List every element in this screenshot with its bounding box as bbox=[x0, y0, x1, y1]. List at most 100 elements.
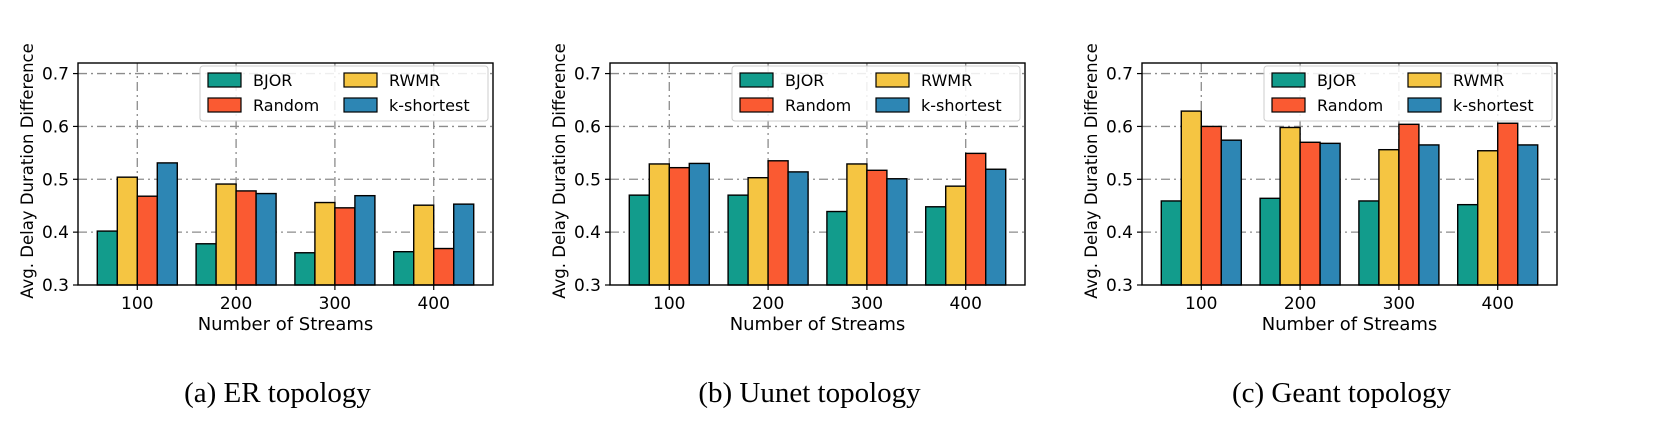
bar-chart-geant: 0.3 0.4 0.5 0.6 0.7 100 200 300 400 Number of Str… bbox=[1082, 43, 1558, 335]
y-tick-label: 0.7 bbox=[574, 65, 601, 85]
bar-random-200 bbox=[1299, 141, 1321, 286]
x-axis-label: Number of Streams bbox=[730, 314, 906, 335]
legend-label-k-shortest: k-shortest bbox=[921, 96, 1002, 115]
bar-random-200 bbox=[235, 190, 257, 286]
bar-random-300 bbox=[1398, 123, 1420, 286]
legend-swatch-random bbox=[739, 97, 774, 113]
bar-rwmr-100 bbox=[648, 163, 670, 286]
bar-bjor-400 bbox=[393, 250, 415, 286]
bar-k-shortest-300 bbox=[354, 194, 376, 286]
legend-label-bjor: BJOR bbox=[1317, 71, 1356, 90]
y-tick-label: 0.4 bbox=[1106, 223, 1133, 243]
y-tick-label: 0.4 bbox=[42, 223, 69, 243]
bar-random-200 bbox=[767, 160, 789, 286]
chart-panel-er: 0.3 0.4 0.5 0.6 0.7 100 200 300 400 Number of Str… bbox=[0, 0, 555, 427]
legend-label-k-shortest: k-shortest bbox=[1453, 96, 1534, 115]
bar-rwmr-400 bbox=[945, 185, 967, 286]
bar-random-400 bbox=[965, 152, 987, 286]
x-tick-label: 300 bbox=[851, 294, 883, 314]
x-axis-label: Number of Streams bbox=[198, 314, 374, 335]
bar-chart-er: 0.3 0.4 0.5 0.6 0.7 100 200 300 400 Number of Str… bbox=[18, 43, 494, 335]
bar-bjor-200 bbox=[727, 194, 749, 286]
y-tick-label: 0.7 bbox=[42, 65, 69, 85]
legend-label-random: Random bbox=[785, 96, 851, 115]
bar-chart-uunet: 0.3 0.4 0.5 0.6 0.7 100 200 300 400 Number of Str… bbox=[550, 43, 1026, 335]
axes-frame bbox=[609, 62, 1026, 286]
bar-rwmr-400 bbox=[413, 204, 435, 286]
x-tick-label: 200 bbox=[220, 294, 252, 314]
legend-swatch-bjor bbox=[207, 72, 242, 88]
bar-bjor-400 bbox=[925, 206, 947, 286]
bar-random-400 bbox=[433, 247, 455, 286]
chart-panel-uunet: 0.3 0.4 0.5 0.6 0.7 100 200 300 400 Number of Str… bbox=[532, 0, 1087, 427]
bar-bjor-200 bbox=[195, 243, 217, 286]
legend: BJOR RWMR Random k-shortest bbox=[1263, 65, 1553, 122]
legend-box bbox=[1263, 65, 1553, 122]
chart-panel-geant: 0.3 0.4 0.5 0.6 0.7 100 200 300 400 Number of Str… bbox=[1064, 0, 1619, 427]
legend-swatch-random bbox=[207, 97, 242, 113]
bar-rwmr-200 bbox=[747, 176, 769, 286]
y-tick-label: 0.7 bbox=[1106, 65, 1133, 85]
y-tick-label: 0.5 bbox=[42, 170, 69, 190]
legend-label-rwmr: RWMR bbox=[389, 71, 440, 90]
y-tick-label: 0.3 bbox=[1106, 276, 1133, 296]
caption-uunet: (b) Uunet topology bbox=[698, 377, 921, 409]
y-axis-label: Avg. Delay Duration Difference bbox=[18, 43, 37, 299]
legend-swatch-k-shortest bbox=[1407, 97, 1442, 113]
bar-bjor-300 bbox=[294, 252, 316, 286]
y-axis-label: Avg. Delay Duration Difference bbox=[550, 43, 569, 299]
y-tick-label: 0.4 bbox=[574, 223, 601, 243]
x-tick-label: 100 bbox=[1185, 294, 1217, 314]
legend-swatch-random bbox=[1271, 97, 1306, 113]
legend-box bbox=[731, 65, 1021, 122]
bar-random-300 bbox=[866, 169, 888, 286]
x-tick-label: 100 bbox=[653, 294, 685, 314]
legend-swatch-bjor bbox=[1271, 72, 1306, 88]
bar-bjor-400 bbox=[1457, 203, 1479, 286]
bar-rwmr-100 bbox=[116, 176, 138, 286]
bar-k-shortest-400 bbox=[1517, 144, 1539, 286]
y-tick-label: 0.6 bbox=[1106, 117, 1133, 137]
legend-box bbox=[199, 65, 489, 122]
bar-k-shortest-100 bbox=[688, 162, 710, 286]
bar-k-shortest-100 bbox=[1220, 139, 1242, 286]
axes-frame bbox=[77, 62, 494, 286]
bar-bjor-300 bbox=[826, 210, 848, 286]
legend-swatch-rwmr bbox=[343, 72, 378, 88]
legend-label-rwmr: RWMR bbox=[921, 71, 972, 90]
bar-rwmr-100 bbox=[1180, 110, 1202, 286]
bar-bjor-100 bbox=[628, 194, 650, 286]
legend-swatch-k-shortest bbox=[343, 97, 378, 113]
bar-bjor-300 bbox=[1358, 200, 1380, 286]
legend-label-k-shortest: k-shortest bbox=[389, 96, 470, 115]
x-tick-label: 200 bbox=[752, 294, 784, 314]
bar-k-shortest-200 bbox=[787, 171, 809, 286]
x-tick-label: 200 bbox=[1284, 294, 1316, 314]
bar-rwmr-200 bbox=[215, 183, 237, 286]
bar-rwmr-300 bbox=[846, 163, 868, 286]
y-tick-label: 0.6 bbox=[574, 117, 601, 137]
bar-k-shortest-200 bbox=[255, 192, 277, 286]
legend-label-random: Random bbox=[253, 96, 319, 115]
y-tick-label: 0.3 bbox=[574, 276, 601, 296]
bar-random-100 bbox=[136, 195, 158, 286]
axes-frame bbox=[1141, 62, 1558, 286]
x-axis-label: Number of Streams bbox=[1262, 314, 1438, 335]
legend-label-bjor: BJOR bbox=[253, 71, 292, 90]
legend-label-bjor: BJOR bbox=[785, 71, 824, 90]
bar-random-100 bbox=[668, 166, 690, 286]
bar-bjor-100 bbox=[96, 230, 118, 286]
y-tick-label: 0.5 bbox=[1106, 170, 1133, 190]
x-tick-label: 100 bbox=[121, 294, 153, 314]
bar-rwmr-300 bbox=[314, 201, 336, 286]
x-tick-label: 300 bbox=[1383, 294, 1415, 314]
bar-k-shortest-200 bbox=[1319, 142, 1341, 286]
x-tick-label: 400 bbox=[949, 294, 981, 314]
x-tick-label: 400 bbox=[417, 294, 449, 314]
legend-swatch-rwmr bbox=[875, 72, 910, 88]
legend-swatch-k-shortest bbox=[875, 97, 910, 113]
y-tick-label: 0.3 bbox=[42, 276, 69, 296]
bar-k-shortest-400 bbox=[453, 203, 475, 286]
x-tick-label: 400 bbox=[1481, 294, 1513, 314]
